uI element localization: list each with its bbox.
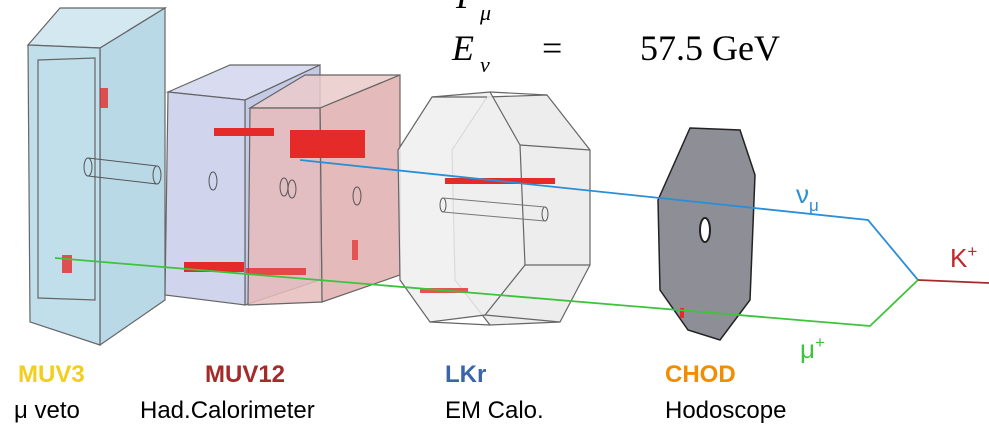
detector-description: EM Calo. bbox=[445, 397, 544, 424]
detector-description: Had.Calorimeter bbox=[140, 397, 315, 424]
superscript: + bbox=[967, 242, 977, 261]
superscript: + bbox=[815, 333, 825, 352]
detector-name: MUV12 bbox=[205, 361, 285, 388]
muv3-box bbox=[28, 8, 165, 345]
chod-plane bbox=[658, 128, 755, 340]
kaon-label: K+ bbox=[950, 242, 977, 273]
lkr-box bbox=[398, 92, 590, 325]
symbol: P bbox=[455, 0, 478, 16]
subscript: ν bbox=[480, 52, 490, 77]
muv12-box bbox=[165, 65, 400, 305]
detector-description: Hodoscope bbox=[665, 397, 786, 424]
detector-name: CHOD bbox=[665, 361, 736, 388]
symbol: E bbox=[451, 28, 474, 68]
detector-name: MUV3 bbox=[18, 361, 85, 388]
momentum-label: Pμ bbox=[455, 0, 491, 25]
symbol: K bbox=[950, 243, 968, 273]
event-display: Pμ Eν = 57.5 GeV νμ K+ μ+ MUV3 μ veto MU… bbox=[0, 0, 989, 428]
energy-value: 57.5 bbox=[640, 28, 703, 68]
detector-description: μ veto bbox=[14, 397, 80, 424]
symbol: μ bbox=[800, 334, 815, 364]
kaon-track bbox=[918, 280, 989, 283]
detector-name: LKr bbox=[445, 361, 486, 388]
energy-unit: GeV bbox=[712, 28, 780, 68]
relation: = bbox=[542, 28, 562, 68]
neutrino-label: νμ bbox=[796, 179, 819, 215]
symbol: ν bbox=[796, 179, 809, 209]
subscript: μ bbox=[479, 0, 491, 25]
subscript: μ bbox=[809, 196, 819, 215]
muon-label: μ+ bbox=[800, 333, 825, 364]
